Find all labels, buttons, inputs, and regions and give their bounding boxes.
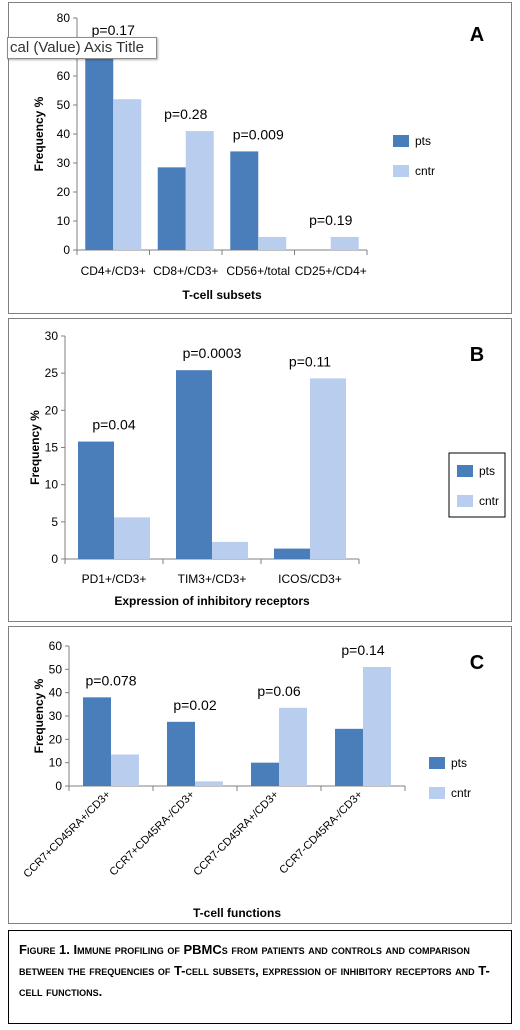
chart-b-category-label: TIM3+/CD3+ — [178, 572, 247, 586]
chart-c-y-tick-label: 30 — [49, 709, 63, 723]
chart-b-bar-pts — [78, 441, 114, 559]
chart-b-y-tick-label: 15 — [45, 441, 59, 455]
chart-b-legend-box — [448, 452, 506, 518]
chart-a-y-tick-label: 20 — [57, 185, 71, 199]
chart-b-y-tick-label: 5 — [51, 515, 58, 529]
chart-b-legend-swatch-pts — [457, 465, 473, 477]
figure-caption: Figure 1. Immune profiling of PBMCs from… — [8, 930, 512, 1024]
chart-b-legend-swatch-cntr — [457, 495, 473, 507]
chart-a-category-label: CD8+/CD3+ — [153, 264, 218, 278]
axis-title-tooltip: cal (Value) Axis Title — [7, 37, 157, 59]
chart-c-y-title: Frequency % — [32, 678, 46, 753]
chart-a-bar-cntr — [330, 236, 359, 250]
chart-c-legend-label-pts: pts — [451, 756, 467, 770]
chart-a-bar-pts — [157, 167, 186, 250]
chart-a-y-title: Frequency % — [32, 96, 46, 171]
chart-b-y-title: Frequency % — [28, 410, 42, 485]
chart-a-y-tick-label: 50 — [57, 98, 71, 112]
chart-a-panel-label: A — [470, 24, 484, 46]
chart-b-y-tick-label: 30 — [45, 329, 59, 343]
chart-panel-b: 0 5 10 15 20 25 30 Frequency % PD1+/CD3+ p=0.04 TI… — [8, 318, 512, 622]
chart-b-p-value: p=0.11 — [289, 353, 331, 369]
chart-c-legend-label-cntr: cntr — [451, 786, 471, 800]
chart-b-svg: 0 5 10 15 20 25 30 Frequency % PD1+/CD3+ p=0.04 TI… — [28, 329, 506, 608]
chart-c-y-tick-label: 40 — [49, 686, 63, 700]
chart-b-y-tick-label: 20 — [45, 403, 59, 417]
chart-b-legend-label-cntr: cntr — [479, 494, 499, 508]
chart-a-category-label: CD25+/CD4+ — [295, 264, 367, 278]
chart-a-p-value: p=0.17 — [92, 22, 135, 38]
chart-b-y-tick-label: 25 — [45, 366, 59, 380]
chart-b-panel-label: B — [470, 344, 484, 366]
chart-a-y-tick-label: 30 — [57, 156, 71, 170]
chart-c-y-tick-label: 20 — [49, 732, 63, 746]
chart-b-p-value: p=0.0003 — [183, 345, 242, 361]
chart-b-p-value: p=0.04 — [92, 417, 135, 433]
chart-a-legend-label-pts: pts — [415, 134, 431, 148]
chart-c-svg: 0 10 20 30 40 50 60 Frequency % CCR7+CD45RA+/CD3… — [21, 639, 484, 920]
chart-c-p-value: p=0.078 — [86, 672, 137, 688]
chart-a-legend-swatch-cntr — [393, 165, 409, 177]
chart-c-bar-pts — [251, 762, 279, 786]
chart-a-svg: 01020304050607080Frequency %CD4+/CD3+p=0… — [32, 11, 484, 302]
chart-a-p-value: p=0.19 — [309, 212, 352, 228]
chart-c-bar-cntr — [195, 781, 223, 786]
chart-c-p-value: p=0.14 — [341, 642, 384, 658]
chart-c-bar-cntr — [111, 754, 139, 786]
chart-panel-a: 01020304050607080Frequency %CD4+/CD3+p=0… — [7, 2, 512, 314]
chart-panel-c: 0 10 20 30 40 50 60 Frequency % CCR7+CD45RA+/CD3… — [8, 626, 512, 924]
chart-a-p-value: p=0.28 — [164, 106, 207, 122]
chart-c-category-label: CCR7+CD45RA+/CD3+ — [21, 789, 113, 881]
chart-a-bar-cntr — [185, 131, 214, 250]
chart-b-y-tick-label: 0 — [51, 552, 58, 566]
chart-c-legend-swatch-pts — [429, 757, 445, 769]
chart-c-y-tick-label: 60 — [49, 639, 63, 653]
chart-a-bar-cntr — [113, 99, 142, 250]
chart-a-bar-pts — [85, 47, 114, 250]
chart-c-y-tick-label: 0 — [55, 779, 62, 793]
chart-a-category-label: CD4+/CD3+ — [81, 264, 146, 278]
chart-c-x-title: T-cell functions — [193, 906, 281, 920]
chart-a-x-title: T-cell subsets — [182, 288, 262, 302]
chart-c-bar-cntr — [279, 707, 307, 786]
chart-c-bar-cntr — [363, 667, 391, 786]
chart-c-category-label: CCR7-CD45RA+/CD3+ — [191, 789, 281, 879]
chart-a-y-tick-label: 40 — [57, 127, 71, 141]
chart-b-y-tick-label: 10 — [45, 478, 59, 492]
chart-c-bar-pts — [167, 721, 195, 786]
chart-a-y-tick-label: 60 — [57, 69, 71, 83]
chart-c-bar-pts — [83, 697, 111, 786]
chart-b-bar-pts — [274, 548, 310, 559]
chart-b-category-label: ICOS/CD3+ — [278, 572, 342, 586]
chart-c-category-label: CCR7-CD45RA-/CD3+ — [277, 789, 365, 877]
chart-a-category-label: CD56+/total — [226, 264, 290, 278]
chart-a-y-tick-label: 10 — [57, 214, 71, 228]
chart-c-panel-label: C — [470, 652, 484, 674]
chart-c-y-tick-label: 10 — [49, 756, 63, 770]
chart-a-p-value: p=0.009 — [233, 126, 284, 142]
chart-a-legend-label-cntr: cntr — [415, 164, 435, 178]
chart-c-p-value: p=0.02 — [173, 697, 216, 713]
chart-b-bar-cntr — [114, 517, 150, 559]
chart-a-bar-pts — [230, 151, 259, 250]
chart-b-bar-pts — [176, 370, 212, 559]
chart-a-y-tick-label: 80 — [57, 11, 71, 25]
chart-a-legend-swatch-pts — [393, 135, 409, 147]
chart-b-bar-cntr — [212, 541, 248, 559]
chart-c-y-tick-label: 50 — [49, 662, 63, 676]
chart-c-p-value: p=0.06 — [257, 683, 300, 699]
chart-c-bar-pts — [335, 728, 363, 786]
chart-b-x-title: Expression of inhibitory receptors — [114, 594, 310, 608]
chart-b-category-label: PD1+/CD3+ — [82, 572, 147, 586]
chart-c-legend-swatch-cntr — [429, 787, 445, 799]
chart-c-category-label: CCR7+CD45RA-/CD3+ — [107, 789, 197, 879]
chart-b-bar-cntr — [310, 378, 346, 559]
chart-a-bar-cntr — [258, 236, 287, 250]
chart-a-y-tick-label: 0 — [63, 243, 70, 257]
chart-b-legend-label-pts: pts — [479, 464, 495, 478]
